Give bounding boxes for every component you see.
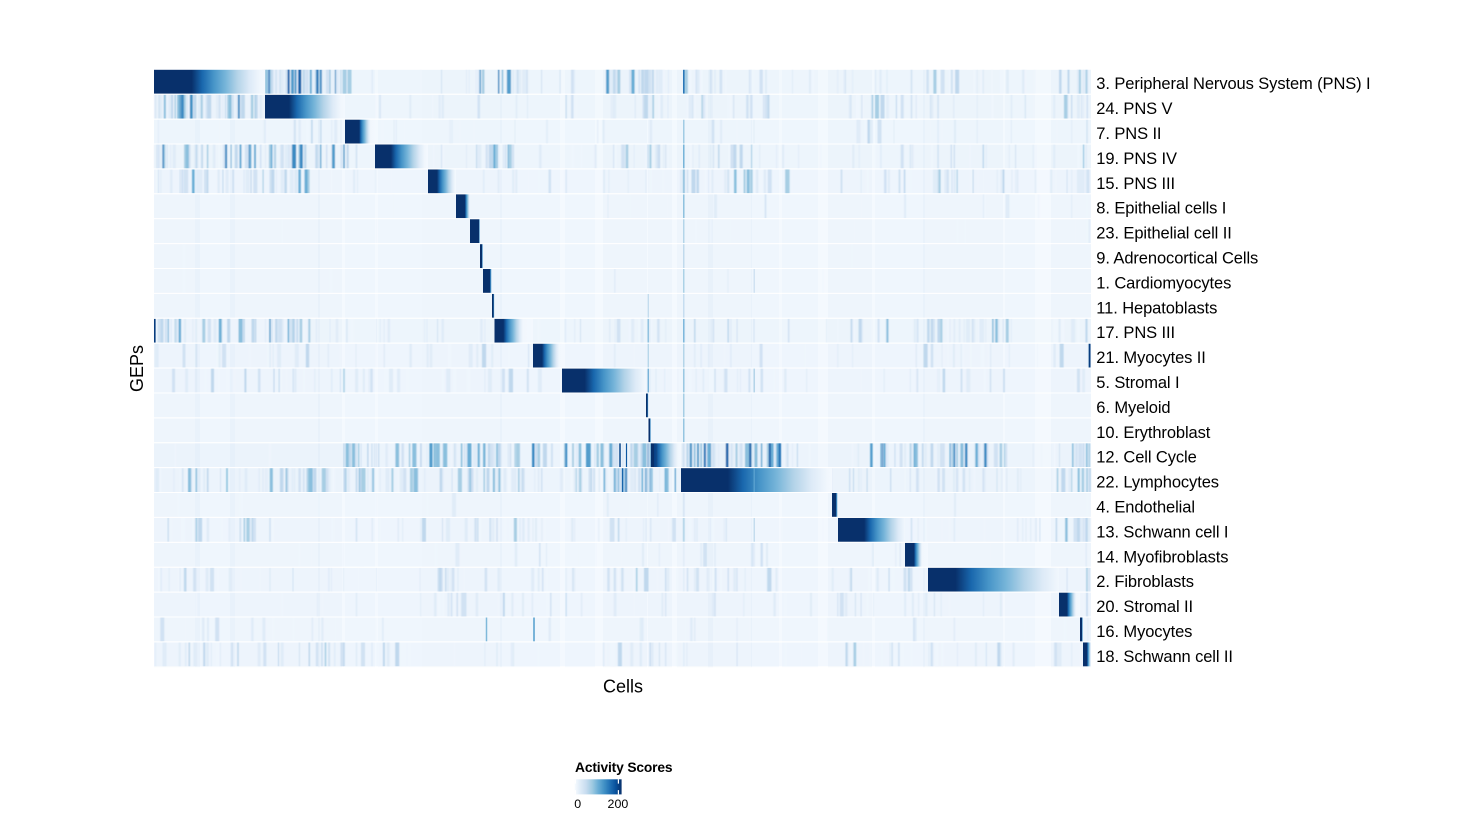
svg-text:2. Fibroblasts: 2. Fibroblasts: [1096, 573, 1194, 591]
svg-text:18. Schwann cell II: 18. Schwann cell II: [1096, 648, 1233, 666]
svg-text:11. Hepatoblasts: 11. Hepatoblasts: [1096, 299, 1217, 317]
svg-text:5. Stromal I: 5. Stromal I: [1096, 374, 1179, 392]
svg-text:GEPs: GEPs: [127, 345, 147, 392]
svg-text:14. Myofibroblasts: 14. Myofibroblasts: [1096, 548, 1228, 566]
svg-text:10. Erythroblast: 10. Erythroblast: [1096, 424, 1210, 442]
svg-text:22. Lymphocytes: 22. Lymphocytes: [1096, 474, 1219, 492]
svg-text:200: 200: [608, 797, 629, 811]
svg-text:23. Epithelial cell II: 23. Epithelial cell II: [1096, 225, 1231, 243]
svg-text:3. Peripheral Nervous System (: 3. Peripheral Nervous System (PNS) I: [1096, 75, 1370, 93]
svg-text:0: 0: [574, 797, 581, 811]
svg-text:15. PNS III: 15. PNS III: [1096, 175, 1175, 193]
svg-text:16. Myocytes: 16. Myocytes: [1096, 623, 1192, 641]
svg-text:7. PNS II: 7. PNS II: [1096, 125, 1161, 143]
svg-text:17. PNS III: 17. PNS III: [1096, 324, 1175, 342]
svg-text:21. Myocytes II: 21. Myocytes II: [1096, 349, 1205, 367]
svg-text:20. Stromal II: 20. Stromal II: [1096, 598, 1193, 616]
svg-text:13. Schwann cell I: 13. Schwann cell I: [1096, 523, 1228, 541]
svg-text:9. Adrenocortical Cells: 9. Adrenocortical Cells: [1096, 250, 1258, 268]
svg-text:4. Endothelial: 4. Endothelial: [1096, 499, 1195, 517]
svg-text:Activity Scores: Activity Scores: [575, 760, 673, 775]
svg-text:Cells: Cells: [603, 676, 643, 696]
svg-text:12. Cell Cycle: 12. Cell Cycle: [1096, 449, 1196, 467]
svg-text:6. Myeloid: 6. Myeloid: [1096, 399, 1170, 417]
svg-text:8. Epithelial cells I: 8. Epithelial cells I: [1096, 200, 1226, 218]
svg-text:1. Cardiomyocytes: 1. Cardiomyocytes: [1096, 274, 1231, 292]
svg-text:24. PNS V: 24. PNS V: [1096, 100, 1172, 118]
svg-text:19. PNS IV: 19. PNS IV: [1096, 150, 1177, 168]
